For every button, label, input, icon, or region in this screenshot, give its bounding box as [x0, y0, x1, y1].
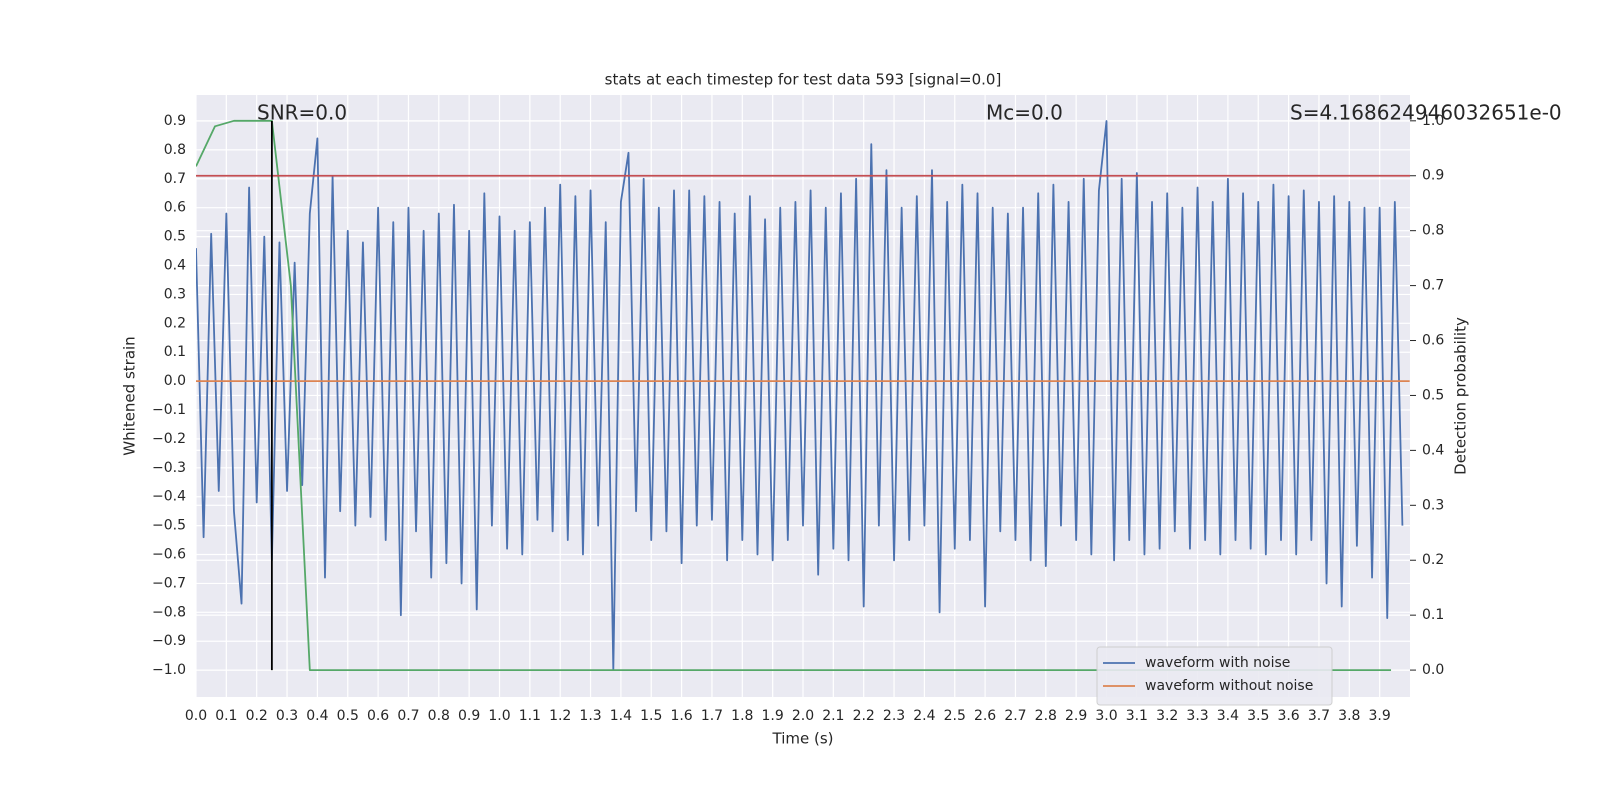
y-axis-label: Whitened strain [121, 336, 139, 455]
y-tick-label: 0.6 [164, 200, 186, 216]
y2-tick-label: 0.3 [1422, 497, 1444, 513]
labels: 0.0 0.1 0.2 0.3 0.4 0.5 0.6 0.7 0.8 0.9 1.0 1.1 1.2 1… [152, 101, 1562, 725]
x-tick-label: 3.3 [1186, 708, 1208, 724]
x-tick-label: 2.8 [1035, 708, 1057, 724]
x-tick-label: 2.0 [792, 708, 814, 724]
y-tick-label: −0.6 [152, 547, 186, 563]
y-tick-label: 0.5 [164, 229, 186, 245]
x-tick-label: 0.1 [215, 708, 237, 724]
y2-tick-label: 0.7 [1422, 278, 1444, 294]
y2-tick-label: 0.9 [1422, 168, 1444, 184]
y-tick-label: 0.1 [164, 344, 186, 360]
y-tick-label: −0.2 [152, 431, 186, 447]
x-tick-label: 1.1 [519, 708, 541, 724]
x-tick-label: 2.5 [944, 708, 966, 724]
legend: waveform with noise waveform without nois… [1096, 646, 1333, 706]
series-line [196, 119, 1392, 671]
y2-tick-label: 0.6 [1422, 333, 1444, 349]
y-tick-label: 0.4 [164, 258, 186, 274]
x-tick-label: 1.5 [640, 708, 662, 724]
x-tick-label: 3.7 [1308, 708, 1330, 724]
x-tick-label: 3.6 [1277, 708, 1299, 724]
y-tick-label: 0.7 [164, 171, 186, 187]
y-tick-label: −0.5 [152, 518, 186, 534]
x-tick-label: 1.4 [610, 708, 632, 724]
y-tick-label: −0.3 [152, 460, 186, 476]
annotation: S=4.168624946032651e-0 [1290, 101, 1562, 125]
x-tick-label: 2.7 [1004, 708, 1026, 724]
annotation: Mc=0.0 [986, 101, 1063, 125]
y-tick-label: −1.0 [152, 662, 186, 678]
y2-tick-label: 0.0 [1422, 662, 1444, 678]
x-tick-label: 3.1 [1126, 708, 1148, 724]
x-tick-label: 0.5 [337, 708, 359, 724]
x-tick-label: 3.8 [1338, 708, 1360, 724]
y-tick-label: −0.8 [152, 604, 186, 620]
x-tick-label: 1.2 [549, 708, 571, 724]
x-tick-label: 2.4 [913, 708, 935, 724]
y2-tick-label: 0.2 [1422, 552, 1444, 568]
x-tick-label: 2.3 [883, 708, 905, 724]
legend-label: waveform with noise [1145, 655, 1290, 671]
x-axis-label: Time (s) [772, 730, 834, 748]
x-tick-label: 1.3 [579, 708, 601, 724]
y-tick-label: −0.7 [152, 575, 186, 591]
x-tick-label: 1.6 [670, 708, 692, 724]
x-tick-label: 0.7 [397, 708, 419, 724]
x-tick-label: 1.7 [701, 708, 723, 724]
x-tick-label: 0.3 [276, 708, 298, 724]
annotation: SNR=0.0 [257, 101, 347, 125]
y-tick-label: 0.9 [164, 113, 186, 129]
y2-tick-label: 0.8 [1422, 223, 1444, 239]
x-tick-label: 0.8 [428, 708, 450, 724]
y-tick-label: 0.3 [164, 286, 186, 302]
grid [195, 95, 1410, 697]
legend-label: waveform without noise [1145, 678, 1313, 694]
x-tick-label: 2.6 [974, 708, 996, 724]
x-tick-label: 0.6 [367, 708, 389, 724]
plot-marks [196, 119, 1410, 672]
x-tick-label: 2.1 [822, 708, 844, 724]
x-tick-label: 3.9 [1369, 708, 1391, 724]
y2-tick-label: 0.1 [1422, 607, 1444, 623]
x-tick-label: 0.2 [246, 708, 268, 724]
legend-box [1096, 646, 1333, 706]
series-line [196, 120, 1404, 672]
x-tick-label: 2.9 [1065, 708, 1087, 724]
y-tick-label: −0.9 [152, 633, 186, 649]
x-tick-label: 0.9 [458, 708, 480, 724]
y2-axis-label: Detection probability [1452, 317, 1470, 475]
y-tick-label: −0.4 [152, 489, 186, 505]
x-tick-label: 3.0 [1095, 708, 1117, 724]
chart-title: stats at each timestep for test data 593… [605, 71, 1002, 89]
x-tick-label: 1.0 [488, 708, 510, 724]
x-tick-label: 0.0 [185, 708, 207, 724]
x-tick-label: 1.9 [762, 708, 784, 724]
x-tick-label: 2.2 [853, 708, 875, 724]
x-tick-label: 3.4 [1217, 708, 1239, 724]
x-tick-label: 0.4 [306, 708, 328, 724]
y2-tick-label: 1.0 [1422, 113, 1444, 129]
y2-tick-label: 0.4 [1422, 442, 1444, 458]
x-tick-label: 3.2 [1156, 708, 1178, 724]
y-tick-label: 0.8 [164, 142, 186, 158]
y-tick-label: 0.2 [164, 315, 186, 331]
y-tick-label: −0.1 [152, 402, 186, 418]
x-tick-label: 3.5 [1247, 708, 1269, 724]
y2-tick-label: 0.5 [1422, 387, 1444, 403]
x-tick-label: 1.8 [731, 708, 753, 724]
y-tick-label: 0.0 [164, 373, 186, 389]
